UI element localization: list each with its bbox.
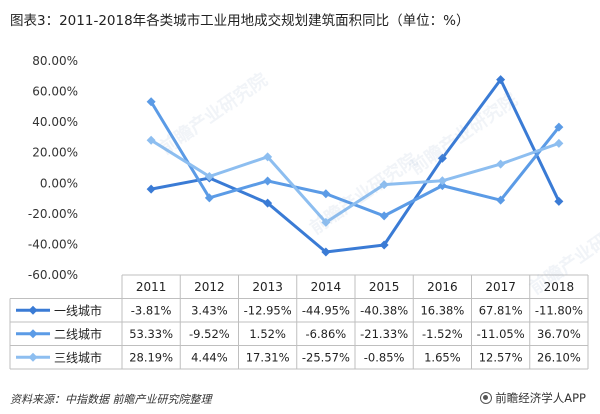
brand-logo-icon [480, 392, 493, 404]
y-tick-label: -60.00% [28, 268, 78, 282]
data-value-label: -11.05% [477, 327, 525, 341]
data-point-marker [554, 122, 564, 132]
x-category-label: 2014 [311, 280, 342, 294]
line-chart: 80.00% 60.00% 40.00% 20.00% 0.00% -20.00% -40.… [9, 54, 589, 370]
y-tick-label: 40.00% [32, 115, 78, 129]
data-point-marker [379, 211, 389, 221]
data-value-label: -3.81% [131, 303, 172, 317]
series-name: 三线城市 [54, 350, 102, 365]
y-tick-label: 0.00% [40, 176, 78, 190]
data-point-marker [263, 152, 273, 162]
data-value-label: 36.70% [537, 327, 581, 341]
data-value-label: -44.95% [302, 303, 350, 317]
series-line [150, 138, 560, 224]
series-name: 一线城市 [54, 303, 102, 318]
legend-key-marker [28, 329, 38, 339]
y-axis-tick-labels: 80.00% 60.00% 40.00% 20.00% 0.00% -20.00% -40.… [28, 54, 78, 282]
data-point-marker [146, 184, 156, 194]
y-tick-label: -40.00% [28, 237, 78, 251]
brand-name: 前瞻经济学人APP [495, 391, 586, 405]
y-tick-label: 20.00% [32, 146, 78, 160]
brand-mark[interactable]: 前瞻经济学人APP [480, 390, 586, 406]
y-tick-label: -20.00% [28, 207, 78, 221]
data-point-marker [554, 138, 564, 148]
data-value-label: -1.52% [422, 327, 463, 341]
data-point-marker [437, 181, 447, 191]
data-value-label: -21.33% [360, 327, 408, 341]
data-point-marker [379, 180, 389, 190]
x-category-label: 2016 [427, 280, 458, 294]
x-category-label: 2018 [544, 280, 575, 294]
data-value-label: -6.86% [306, 327, 347, 341]
data-point-marker [437, 176, 447, 186]
data-point-marker [263, 198, 273, 208]
source-note: 资料来源：中指数据 前瞻产业研究院整理 [10, 393, 212, 406]
chart-title: 图表3：2011-2018年各类城市工业用地成交规划建筑面积同比（单位：%） [10, 13, 470, 29]
series-line [150, 78, 561, 254]
data-point-marker [379, 240, 389, 250]
legend-key-marker [28, 352, 38, 362]
data-value-label: 1.65% [424, 350, 461, 364]
data-point-marker [496, 75, 506, 85]
data-value-label: -25.57% [302, 350, 350, 364]
data-point-marker [437, 153, 447, 163]
x-category-label: 2015 [369, 280, 400, 294]
data-point-marker [321, 189, 331, 199]
data-value-label: -0.85% [364, 350, 405, 364]
data-point-marker [554, 196, 564, 206]
data-value-label: -9.52% [189, 327, 230, 341]
data-value-label: -40.38% [360, 303, 408, 317]
data-point-marker [146, 135, 156, 145]
series-lines [146, 75, 564, 257]
legend-key-marker [28, 305, 38, 315]
data-value-label: -12.95% [244, 303, 292, 317]
data-point-marker [263, 176, 273, 186]
data-value-label: 28.19% [129, 350, 173, 364]
x-category-labels: 2011 2012 2013 2014 2015 2016 2017 2018 [136, 280, 574, 294]
data-value-label: 16.38% [420, 303, 464, 317]
x-category-label: 2013 [252, 280, 283, 294]
x-category-label: 2012 [194, 280, 225, 294]
data-point-marker [496, 159, 506, 169]
series-name: 二线城市 [54, 326, 102, 341]
data-point-marker [496, 195, 506, 205]
data-value-label: 17.31% [246, 350, 290, 364]
x-category-label: 2011 [136, 280, 167, 294]
data-value-label: 67.81% [479, 303, 523, 317]
data-point-marker [321, 247, 331, 257]
y-tick-label: 60.00% [32, 85, 78, 99]
data-value-label: 4.44% [191, 350, 228, 364]
data-value-label: 53.33% [129, 327, 173, 341]
data-point-marker [321, 217, 331, 227]
data-table-grid [9, 274, 589, 370]
data-point-marker [204, 193, 214, 203]
y-tick-label: 80.00% [32, 54, 78, 68]
data-value-label: 26.10% [537, 350, 581, 364]
x-category-label: 2017 [485, 280, 516, 294]
data-point-marker [146, 97, 156, 107]
data-value-label: 12.57% [479, 350, 523, 364]
data-value-label: -11.80% [535, 303, 583, 317]
data-value-label: 3.43% [191, 303, 228, 317]
data-value-label: 1.52% [249, 327, 286, 341]
data-table-cells: 一线城市 -3.81% 3.43% -12.95% -44.95% -40.38% 16.3… [16, 303, 583, 365]
data-point-marker [204, 171, 214, 181]
